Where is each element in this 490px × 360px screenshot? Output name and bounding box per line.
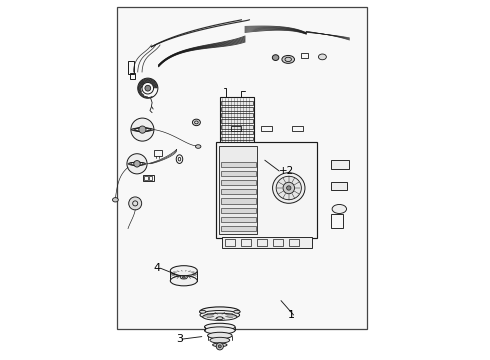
- Bar: [221, 125, 253, 129]
- Ellipse shape: [234, 310, 240, 313]
- Bar: [221, 237, 312, 248]
- Ellipse shape: [113, 198, 118, 202]
- Bar: [301, 53, 308, 58]
- Bar: [331, 214, 343, 228]
- Bar: [231, 126, 242, 131]
- Bar: [292, 126, 303, 131]
- Ellipse shape: [182, 276, 185, 278]
- Bar: [220, 208, 256, 213]
- Circle shape: [216, 343, 223, 350]
- Ellipse shape: [272, 173, 305, 203]
- Text: 3: 3: [176, 334, 184, 344]
- Bar: [219, 146, 257, 234]
- Text: 1: 1: [288, 310, 295, 320]
- Ellipse shape: [200, 307, 240, 316]
- Ellipse shape: [203, 313, 237, 320]
- Circle shape: [134, 161, 140, 167]
- Bar: [148, 176, 152, 180]
- Circle shape: [219, 345, 221, 348]
- Bar: [221, 137, 253, 140]
- Bar: [261, 126, 272, 131]
- Bar: [221, 119, 253, 123]
- Bar: [220, 189, 256, 194]
- Circle shape: [145, 85, 151, 91]
- Bar: [220, 217, 256, 222]
- Circle shape: [129, 197, 142, 210]
- Text: 4: 4: [153, 263, 160, 273]
- Ellipse shape: [171, 276, 197, 286]
- Bar: [117, 7, 368, 329]
- Circle shape: [283, 182, 294, 194]
- Ellipse shape: [208, 332, 232, 339]
- Bar: [154, 150, 162, 156]
- Bar: [221, 101, 253, 105]
- Bar: [220, 226, 256, 231]
- Bar: [225, 239, 235, 246]
- Bar: [221, 131, 253, 135]
- Bar: [221, 113, 253, 117]
- Ellipse shape: [332, 204, 346, 213]
- Ellipse shape: [204, 323, 235, 330]
- Ellipse shape: [180, 275, 187, 279]
- Bar: [220, 162, 256, 167]
- Ellipse shape: [196, 145, 201, 148]
- Ellipse shape: [199, 310, 206, 313]
- Bar: [128, 61, 134, 74]
- Ellipse shape: [282, 55, 294, 63]
- Bar: [220, 171, 256, 176]
- Ellipse shape: [217, 317, 223, 320]
- Bar: [130, 73, 135, 79]
- Bar: [220, 180, 256, 185]
- Bar: [221, 107, 253, 111]
- Ellipse shape: [200, 310, 240, 320]
- Bar: [257, 239, 267, 246]
- Ellipse shape: [276, 176, 301, 200]
- Bar: [216, 142, 317, 238]
- Ellipse shape: [210, 337, 230, 343]
- Bar: [144, 176, 148, 180]
- Bar: [331, 160, 349, 169]
- Bar: [273, 239, 283, 246]
- Circle shape: [287, 186, 291, 190]
- Polygon shape: [216, 131, 326, 142]
- Bar: [289, 239, 298, 246]
- Ellipse shape: [171, 266, 197, 276]
- Bar: [144, 175, 153, 181]
- Bar: [220, 97, 254, 144]
- Ellipse shape: [272, 55, 279, 60]
- Circle shape: [139, 126, 146, 133]
- Ellipse shape: [204, 327, 235, 334]
- Polygon shape: [310, 56, 315, 59]
- Bar: [331, 182, 346, 190]
- Ellipse shape: [318, 54, 326, 60]
- Circle shape: [127, 154, 147, 174]
- Bar: [220, 198, 256, 203]
- Ellipse shape: [193, 119, 200, 126]
- Ellipse shape: [213, 343, 227, 347]
- Polygon shape: [317, 131, 326, 238]
- Text: +2: +2: [279, 166, 294, 176]
- Bar: [241, 239, 251, 246]
- Circle shape: [131, 118, 154, 141]
